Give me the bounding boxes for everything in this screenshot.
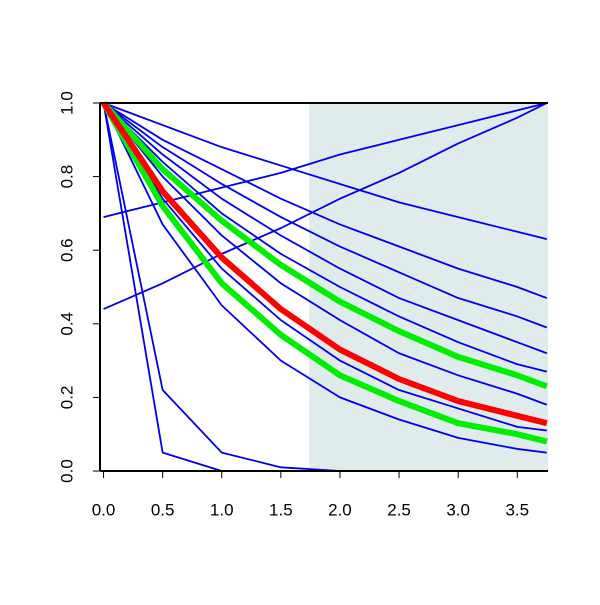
series-line [102, 102, 547, 432]
series-line [103, 102, 548, 218]
x-tick-label: 1.0 [210, 500, 234, 519]
y-tick-label: 0.0 [57, 459, 76, 483]
y-tick-label: 0.8 [57, 165, 76, 189]
y-tick-label: 0.6 [57, 238, 76, 262]
series-line [102, 102, 548, 406]
series-line [100, 101, 548, 445]
series-line [101, 101, 548, 427]
y-tick-label: 0.2 [57, 386, 76, 410]
series-line [102, 102, 548, 373]
x-tick-label: 2.5 [387, 500, 411, 519]
x-tick-label: 3.0 [446, 500, 470, 519]
series-line [103, 102, 548, 329]
y-tick-label: 0.4 [57, 312, 76, 336]
series-line [101, 101, 548, 390]
x-tick-label: 0.0 [92, 500, 116, 519]
series-line [103, 102, 548, 299]
series-line [102, 102, 547, 454]
x-tick-label: 1.5 [269, 500, 293, 519]
x-tick-label: 2.0 [328, 500, 352, 519]
series-line [102, 102, 548, 355]
y-tick-label: 1.0 [57, 91, 76, 115]
series-line [103, 102, 548, 310]
x-tick-label: 3.5 [505, 500, 529, 519]
series-line [103, 102, 548, 241]
x-tick-label: 0.5 [151, 500, 175, 519]
